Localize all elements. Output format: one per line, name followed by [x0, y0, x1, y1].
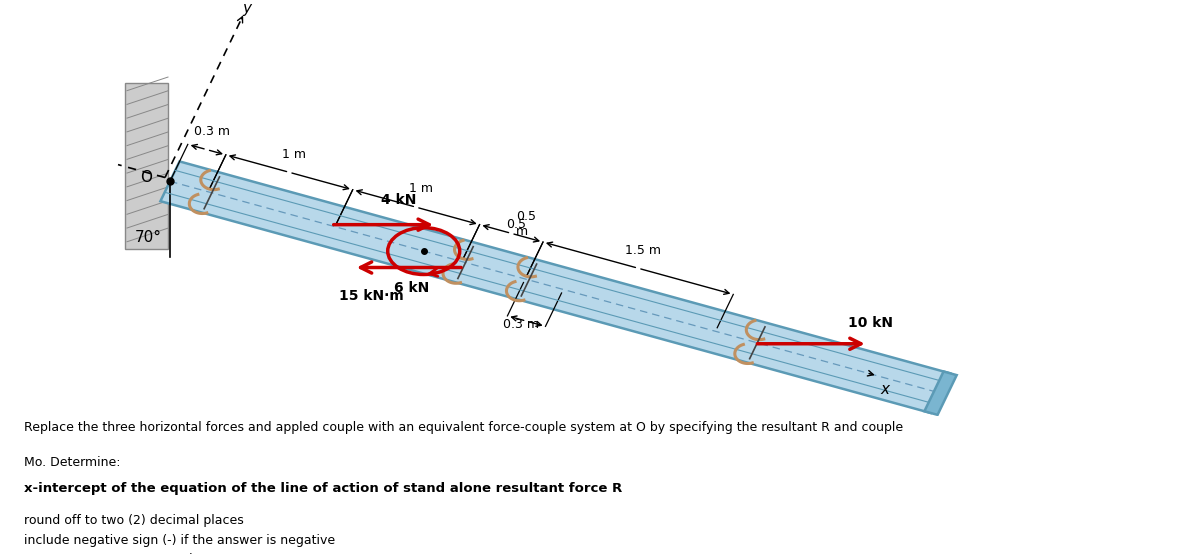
Text: round off to two (2) decimal places: round off to two (2) decimal places: [24, 514, 244, 527]
Text: include negative sign (-) if the answer is negative: include negative sign (-) if the answer …: [24, 534, 335, 547]
Text: y: y: [242, 1, 251, 16]
Text: x-intercept of the equation of the line of action of stand alone resultant force: x-intercept of the equation of the line …: [24, 482, 622, 495]
Text: Replace the three horizontal forces and appled couple with an equivalent force-c: Replace the three horizontal forces and …: [24, 422, 904, 434]
Text: 1 m: 1 m: [282, 147, 306, 161]
Text: 0.3 m: 0.3 m: [194, 125, 230, 138]
Polygon shape: [125, 83, 168, 249]
Text: 10 kN: 10 kN: [847, 316, 893, 330]
Text: 6 kN: 6 kN: [394, 281, 430, 295]
Text: 0.5: 0.5: [506, 218, 527, 231]
Text: 1 m: 1 m: [409, 182, 433, 196]
Text: 1.5 m: 1.5 m: [625, 244, 661, 257]
Text: 15 kN·m: 15 kN·m: [338, 289, 403, 303]
Text: 4 kN: 4 kN: [380, 192, 416, 207]
Text: Mo. Determine:: Mo. Determine:: [24, 456, 120, 469]
Text: 0.3 m: 0.3 m: [503, 317, 539, 331]
Polygon shape: [924, 372, 956, 415]
Text: O: O: [140, 170, 152, 185]
Text: x: x: [881, 382, 889, 397]
Text: answer range: +/- 0.05 units: answer range: +/- 0.05 units: [24, 552, 204, 554]
Text: 0.5
m: 0.5 m: [516, 210, 535, 238]
Polygon shape: [161, 161, 950, 413]
Text: 70°: 70°: [134, 230, 162, 245]
